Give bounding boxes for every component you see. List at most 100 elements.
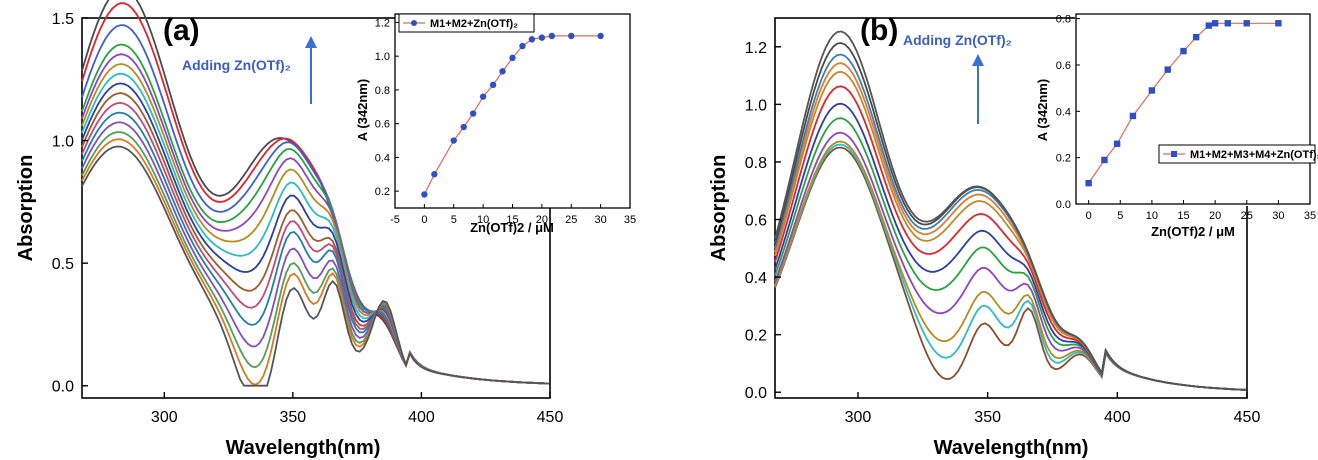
inset-point: [1164, 66, 1171, 73]
inset-point: [1148, 87, 1156, 94]
spectra-series: [81, 0, 549, 387]
inset-series: [1085, 20, 1282, 187]
inset-point: [538, 34, 546, 41]
x-axis-label: Wavelength(nm): [934, 437, 1089, 459]
x-tick-label: 450: [1234, 409, 1261, 426]
inset-y-tick-label: 0.2: [1056, 153, 1071, 165]
inset-point: [528, 36, 536, 43]
inset-x-tick-label: 25: [565, 214, 577, 226]
x-tick-label: 300: [151, 409, 178, 426]
y-tick-label: 1.2: [745, 40, 767, 57]
inset-point: [1113, 140, 1121, 147]
inset-y-tick-label: 0.8: [375, 85, 390, 97]
inset-y-tick-label: 0.6: [1056, 60, 1071, 72]
inset-y-tick-label: 0.2: [375, 186, 390, 198]
y-tick-label: 0.5: [52, 256, 74, 273]
x-tick-label: 400: [1104, 409, 1131, 426]
y-tick-label: 0.4: [745, 270, 767, 287]
inset-y-tick-label: 0.8: [1056, 14, 1071, 26]
y-tick-label: 0.0: [52, 379, 74, 396]
inset-x-tick-label: 15: [1177, 210, 1189, 222]
inset-y-tick-label: 0.4: [375, 152, 390, 164]
x-tick-label: 450: [537, 409, 564, 426]
legend-label: M1+M2+Zn(OTf)₂: [430, 18, 518, 30]
inset-point: [509, 54, 516, 62]
y-tick-label: 1.5: [52, 11, 74, 28]
inset-point: [1129, 112, 1137, 120]
y-tick-label: 0.6: [745, 213, 767, 230]
y-axis-label: Absorption: [708, 155, 730, 262]
inset-point: [568, 32, 575, 40]
inset-point: [548, 32, 556, 40]
inset-y-tick-label: 1.2: [375, 17, 390, 29]
inset-axes: 0 5 10 15 20 25 30 35 0.0 0.2 0.4 0.6 0.8: [1056, 14, 1316, 222]
plot-frame: [774, 17, 1248, 399]
inset-x-tick-label: 15: [506, 214, 518, 226]
spectrum-line-12: [774, 30, 1246, 391]
x-tick-label: 300: [845, 409, 872, 426]
arrow-head-icon: [972, 54, 984, 66]
legend-label: M1+M2+M3+M4+Zn(OTf)₂: [1190, 149, 1318, 161]
inset-point: [431, 171, 438, 178]
inset-x-tick-label: 25: [1241, 210, 1253, 222]
inset-chart: -5 0 5 10 15 20 25 30 35 0.2 0.4 0.6 0.8 1.0 1.2 M1+M2…: [355, 12, 636, 235]
x-tick-label: 350: [974, 409, 1001, 426]
inset-point: [479, 93, 487, 100]
inset-x-axis-label: Zn(OTf)2 / μM: [1151, 224, 1235, 239]
inset-point: [469, 110, 477, 117]
inset-x-tick-label: 0: [421, 214, 427, 226]
inset-x-tick-label: 20: [536, 214, 548, 226]
y-axis-label: Absorption: [15, 155, 37, 262]
inset-point: [1224, 20, 1231, 27]
inset-point: [1243, 20, 1250, 27]
inset-point: [489, 81, 497, 89]
inset-y-axis-label: A (342nm): [355, 79, 370, 141]
inset-axes: -5 0 5 10 15 20 25 30 35 0.2 0.4 0.6 0.8 1.0 1.2: [375, 17, 636, 226]
inset-x-tick-label: 30: [595, 214, 607, 226]
panel-label: (a): [163, 14, 200, 47]
inset-point: [1275, 20, 1282, 27]
panel-label: (b): [860, 14, 898, 47]
inset-frame: [1075, 13, 1311, 205]
inset-point: [519, 42, 526, 50]
inset-point: [421, 191, 428, 198]
inset-legend: [1158, 144, 1316, 164]
inset-point: [597, 32, 604, 40]
y-tick-label: 0.0: [745, 385, 767, 402]
y-tick-label: 0.8: [745, 155, 767, 172]
inset-point: [1192, 33, 1200, 41]
inset-point: [460, 123, 467, 131]
inset-point: [1205, 22, 1213, 29]
inset-point: [1211, 20, 1219, 27]
legend-marker: [1171, 151, 1177, 157]
inset-y-axis-label: A (342nm): [1035, 79, 1050, 141]
x-axis-label: Wavelength(nm): [226, 437, 381, 459]
inset-legend: [398, 13, 535, 33]
y-tick-label: 0.2: [745, 328, 767, 345]
inset-y-tick-label: 1.0: [375, 51, 390, 63]
inset-x-tick-label: 5: [451, 214, 457, 226]
legend-marker: [411, 20, 417, 26]
inset-series: [421, 32, 604, 198]
x-tick-label: 350: [280, 409, 307, 426]
inset-x-tick-label: 5: [1117, 210, 1123, 222]
inset-x-tick-label: 10: [477, 214, 489, 226]
inset-x-axis-label: Zn(OTf)2 / μM: [470, 220, 554, 235]
inset-chart: 0 5 10 15 20 25 30 35 0.0 0.2 0.4 0.6 0.8 M1+M2+M3+M…: [1035, 12, 1318, 239]
inset-point: [1180, 47, 1187, 55]
inset-y-tick-label: 0.0: [1056, 199, 1071, 211]
inset-point: [450, 137, 457, 144]
inset-point: [499, 68, 506, 75]
y-tick-label: 1.0: [745, 97, 767, 114]
axes: 300 350 400 450 0.0 0.2 0.4 0.6 0.8 1.0 1.2: [745, 40, 1261, 426]
inset-y-tick-label: 0.4: [1056, 106, 1071, 118]
arrow-head-icon: [305, 36, 317, 48]
adding-annotation: Adding Zn(OTf)₂: [182, 57, 291, 73]
adding-annotation: Adding Zn(OTf)₂: [903, 32, 1012, 48]
inset-point: [1101, 156, 1108, 164]
inset-x-tick-label: 35: [1304, 210, 1316, 222]
inset-x-tick-label: 30: [1272, 210, 1284, 222]
inset-y-tick-label: 0.6: [375, 119, 390, 131]
